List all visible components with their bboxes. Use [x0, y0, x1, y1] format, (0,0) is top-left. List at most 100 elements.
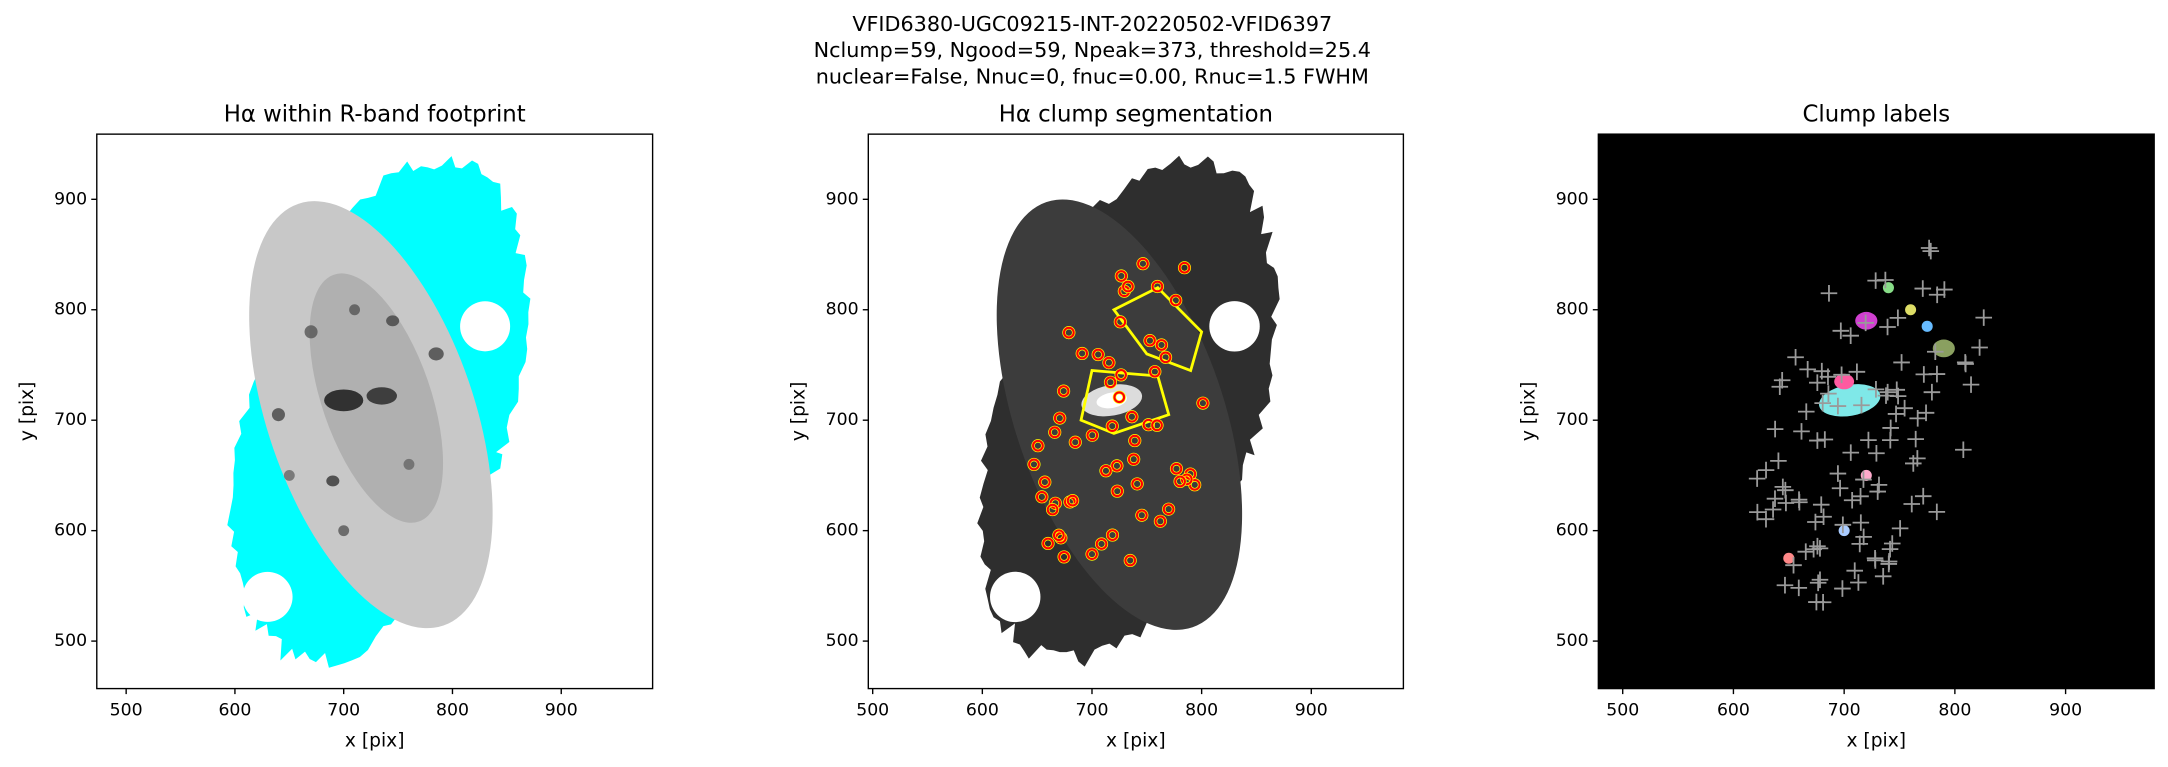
- peak-marker: [1797, 403, 1815, 420]
- clump-marker: [1127, 453, 1140, 466]
- clump-marker: [1062, 326, 1075, 339]
- peak-marker: [1757, 461, 1775, 479]
- image-feature: [1834, 373, 1855, 390]
- image-feature: [338, 525, 350, 537]
- peak-marker: [1852, 514, 1870, 531]
- image-feature: [304, 325, 318, 339]
- clump-marker: [1178, 261, 1191, 274]
- peak-marker: [1816, 431, 1834, 448]
- peak-marker: [1749, 503, 1766, 521]
- clump-marker: [1154, 515, 1167, 528]
- peak-marker: [1893, 354, 1910, 371]
- peak-marker: [1920, 239, 1938, 257]
- panel-image: [1598, 134, 2155, 689]
- clump-marker: [1028, 458, 1040, 471]
- x-tick-label: 800: [1938, 701, 1971, 721]
- image-feature: [1783, 552, 1795, 564]
- peak-marker: [1853, 396, 1870, 414]
- y-tick-label: 600: [826, 521, 859, 541]
- clump-marker: [1197, 397, 1209, 410]
- peak-marker: [1880, 555, 1898, 573]
- clump-marker: [1069, 436, 1082, 449]
- x-tick-label: 900: [545, 701, 578, 721]
- image-feature: [1838, 525, 1850, 537]
- axes-frame: [96, 133, 654, 690]
- peak-marker: [1957, 355, 1974, 373]
- image-feature: [1932, 339, 1955, 358]
- y-tick-label: 900: [826, 189, 859, 209]
- x-tick-label: 500: [110, 701, 143, 721]
- clump-marker: [1086, 548, 1098, 561]
- x-tick-label: 800: [436, 701, 469, 721]
- peak-marker: [1928, 365, 1946, 383]
- x-tick-label: 900: [2049, 701, 2082, 721]
- peak-marker: [1928, 503, 1946, 521]
- peak-marker: [1809, 574, 1827, 592]
- y-tick-label: 800: [54, 300, 87, 320]
- clump-marker: [1148, 365, 1161, 378]
- peak-marker: [1774, 478, 1792, 496]
- x-axis-label: x [pix]: [1846, 731, 1906, 752]
- peak-marker: [1776, 576, 1794, 594]
- x-axis-label: x [pix]: [1106, 731, 1166, 752]
- clump-marker: [1151, 280, 1164, 293]
- peak-marker: [1785, 556, 1802, 574]
- image-feature: [324, 389, 364, 412]
- peak-marker: [1883, 535, 1901, 552]
- clump-marker: [1086, 429, 1099, 442]
- peak-marker: [1926, 343, 1944, 361]
- y-tick-label: 600: [1556, 521, 1589, 541]
- x-tick-label: 900: [1295, 701, 1328, 721]
- axes-frame: [867, 133, 1405, 690]
- x-tick-label: 600: [218, 701, 251, 721]
- clump-marker: [1144, 334, 1156, 347]
- image-feature: [326, 475, 340, 487]
- clump-marker: [1058, 551, 1070, 563]
- image-feature: [428, 347, 444, 361]
- clump-marker: [1137, 257, 1149, 270]
- figure-title: Nclump=59, Ngood=59, Npeak=373, threshol…: [814, 38, 1371, 62]
- y-tick-label: 500: [1556, 631, 1589, 651]
- peak-marker: [1832, 322, 1850, 340]
- peak-marker: [1820, 284, 1838, 302]
- peak-marker: [1852, 487, 1869, 505]
- clump-marker: [1111, 459, 1123, 472]
- peak-marker: [1764, 501, 1782, 518]
- peak-marker: [1842, 327, 1859, 345]
- peak-marker: [1766, 490, 1784, 507]
- image-feature: [1921, 320, 1933, 332]
- peak-marker: [1809, 537, 1826, 555]
- peak-marker: [1833, 366, 1850, 384]
- peak-marker: [1889, 309, 1907, 327]
- peak-marker: [1829, 465, 1847, 482]
- peak-marker: [1834, 580, 1851, 597]
- peak-marker: [1975, 309, 1993, 326]
- clump-marker: [1036, 490, 1048, 503]
- y-tick-label: 600: [54, 521, 87, 541]
- panel-image: [977, 155, 1280, 667]
- peak-marker: [1855, 471, 1872, 488]
- y-tick-label: 900: [54, 189, 87, 209]
- peak-marker: [1914, 487, 1932, 505]
- clump-marker: [1155, 339, 1168, 351]
- peak-marker: [1955, 441, 1972, 459]
- peak-marker: [1917, 404, 1935, 422]
- clump-marker: [1100, 464, 1112, 477]
- image-feature: [283, 469, 295, 481]
- peak-marker: [1790, 579, 1808, 597]
- x-tick-label: 500: [1606, 701, 1639, 721]
- peak-marker: [1866, 552, 1884, 569]
- image-feature: [1819, 384, 1881, 417]
- clump-marker: [1032, 439, 1044, 452]
- clump-marker: [1106, 529, 1119, 541]
- peak-marker: [1962, 376, 1980, 393]
- clump-marker: [1115, 270, 1128, 282]
- panel-image: [227, 156, 531, 668]
- clump-marker: [1103, 356, 1115, 369]
- peak-marker: [1869, 483, 1886, 500]
- image-feature: [1209, 301, 1260, 352]
- peak-marker: [1814, 394, 1831, 412]
- peak-marker: [1914, 280, 1932, 297]
- clump-marker: [1052, 529, 1065, 542]
